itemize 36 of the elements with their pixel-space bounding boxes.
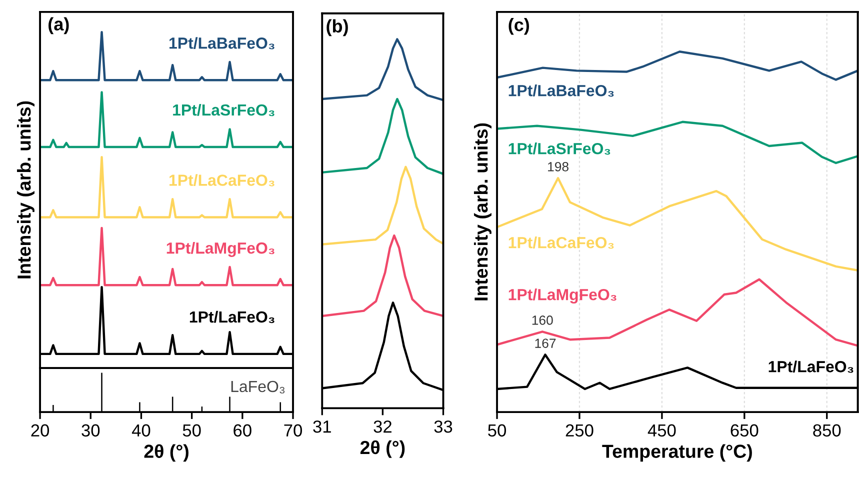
- x-axis-title: Temperature (°C): [602, 444, 752, 462]
- chart-title: (b): [326, 19, 348, 36]
- x-tick-label: 650: [730, 424, 758, 437]
- series-label: 1Pt/LaMgFeO₃: [166, 242, 274, 257]
- x-tick-label: 850: [813, 424, 841, 437]
- x-tick-label: 60: [234, 424, 252, 437]
- x-tick-label: 20: [31, 424, 50, 437]
- x-tick-label: 30: [82, 424, 100, 437]
- annotation: 198: [548, 162, 568, 172]
- series-label: 1Pt/LaMgFeO₃: [508, 288, 616, 304]
- series-label: 1Pt/LaBaFeO₃: [508, 84, 614, 97]
- annotation: 167: [535, 338, 556, 348]
- chart-title: (c): [508, 18, 530, 35]
- x-tick-label: 40: [132, 424, 150, 437]
- annotation: 160: [532, 316, 553, 325]
- series-label: 1Pt/LaCaFeO₃: [170, 174, 274, 186]
- series-label: 1Pt/LaBaFeO₃: [170, 37, 274, 50]
- series-label: 1Pt/LaSrFeO₃: [173, 104, 274, 116]
- x-tick-label: 50: [488, 424, 506, 437]
- y-axis-title: Intensity (arb. units): [474, 123, 492, 300]
- chart-title: (a): [48, 17, 69, 34]
- x-tick-label: 31: [313, 420, 331, 433]
- x-tick-label: 33: [434, 420, 452, 433]
- x-tick-label: 70: [284, 424, 302, 437]
- series-label: LaFeO₃: [231, 380, 285, 394]
- x-tick-label: 450: [648, 424, 676, 437]
- x-axis-title: 2θ (°): [360, 440, 405, 458]
- y-axis-title: Intensity (arb. units): [16, 101, 34, 278]
- x-tick-label: 250: [566, 424, 594, 437]
- series-label: 1Pt/LaSrFeO₃: [508, 142, 610, 155]
- x-axis-title: 2θ (°): [144, 444, 188, 462]
- x-tick-label: 50: [182, 424, 201, 437]
- series-label: 1Pt/LaFeO₃: [768, 360, 854, 373]
- series-label: 1Pt/LaFeO₃: [190, 310, 274, 324]
- x-tick-label: 32: [374, 420, 392, 433]
- series-label: 1Pt/LaCaFeO₃: [508, 236, 614, 249]
